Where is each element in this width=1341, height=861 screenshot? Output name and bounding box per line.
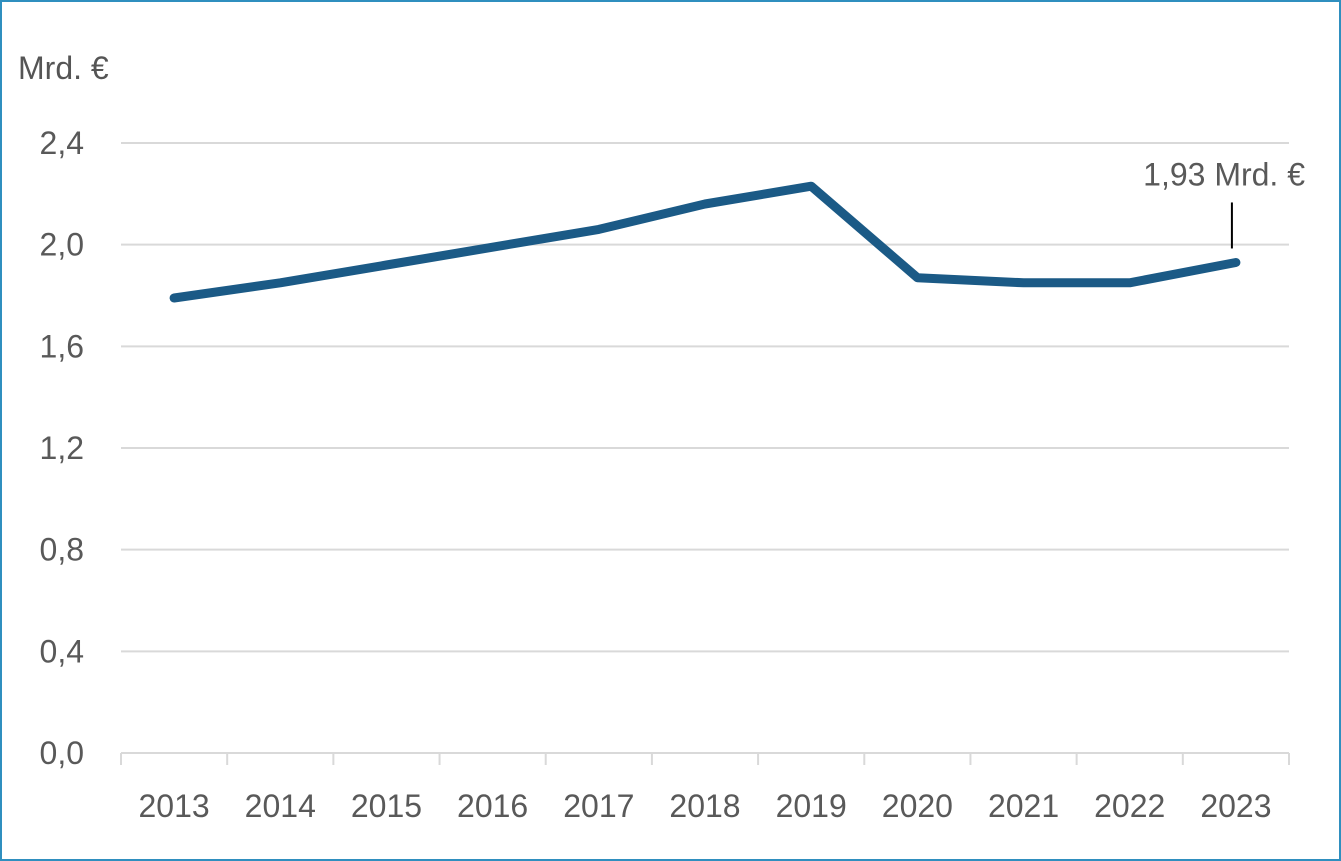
x-tick-label: 2018 — [669, 788, 740, 824]
y-tick-label: 0,0 — [40, 735, 84, 771]
x-tick-label: 2021 — [988, 788, 1059, 824]
y-tick-label: 1,6 — [40, 328, 84, 364]
y-tick-label: 2,0 — [40, 227, 84, 263]
x-tick-label: 2017 — [563, 788, 634, 824]
series-line — [169, 181, 1241, 303]
y-tick-label: 0,8 — [40, 532, 84, 568]
series-layer — [169, 181, 1241, 303]
x-tick-label: 2019 — [776, 788, 847, 824]
x-tick-label: 2015 — [351, 788, 422, 824]
gridlines — [121, 142, 1289, 653]
unit-label: Mrd. € — [18, 50, 109, 86]
x-tick-label: 2020 — [882, 788, 953, 824]
x-tick-label: 2014 — [245, 788, 316, 824]
y-tick-label: 0,4 — [40, 633, 84, 669]
x-tick-label: 2013 — [138, 788, 209, 824]
x-tick-label: 2023 — [1200, 788, 1271, 824]
y-tick-label: 1,2 — [40, 430, 84, 466]
annotation-layer: 1,93 Mrd. € — [1143, 156, 1305, 249]
x-axis: 2013 2014 2015 2016 2017 2018 2019 2020 2021 2022… — [120, 752, 1290, 824]
y-tick-label: 2,4 — [40, 125, 84, 161]
x-tick-label: 2022 — [1094, 788, 1165, 824]
y-axis-tick-labels: 0,0 0,4 0,8 1,2 1,6 2,0 2,4 — [40, 125, 84, 771]
annotation-label: 1,93 Mrd. € — [1143, 156, 1305, 192]
x-tick-label: 2016 — [457, 788, 528, 824]
